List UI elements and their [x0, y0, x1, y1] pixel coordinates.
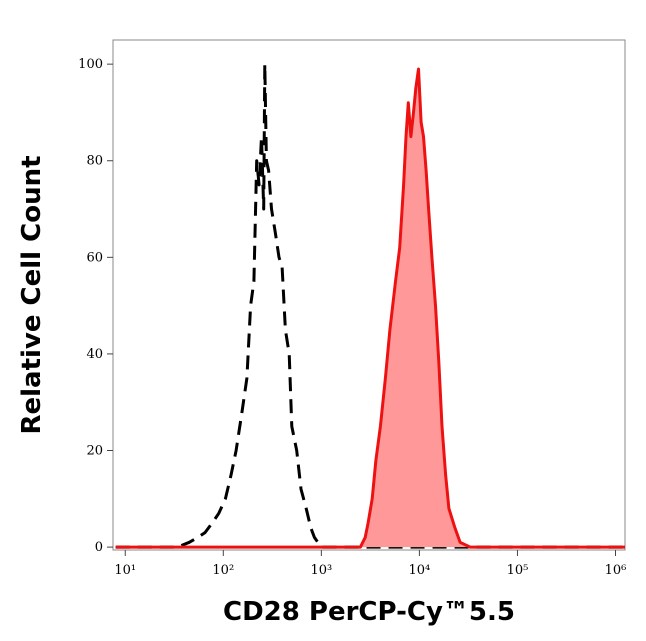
y-tick-label: 0: [95, 540, 103, 555]
x-tick-label: 10⁴: [409, 563, 431, 578]
y-tick-label: 100: [78, 57, 103, 72]
x-tick-label: 10¹: [114, 563, 136, 578]
histogram-line: [115, 67, 625, 549]
x-tick-label: 10²: [212, 563, 234, 578]
histogram-area: [115, 69, 625, 548]
x-tick-label: 10⁶: [605, 563, 627, 578]
plot-frame: [112, 39, 626, 551]
y-tick-label: 40: [86, 347, 103, 362]
y-tick-label: 60: [86, 250, 103, 265]
y-tick-label: 80: [86, 154, 103, 169]
y-axis-label: Relative Cell Count: [17, 155, 47, 434]
x-tick-label: 10³: [310, 563, 332, 578]
histogram-line: [115, 62, 625, 549]
x-tick-label: 10⁵: [507, 563, 529, 578]
y-tick-label: 20: [86, 444, 103, 459]
x-axis-label: CD28 PerCP-Cy™5.5: [223, 597, 515, 627]
